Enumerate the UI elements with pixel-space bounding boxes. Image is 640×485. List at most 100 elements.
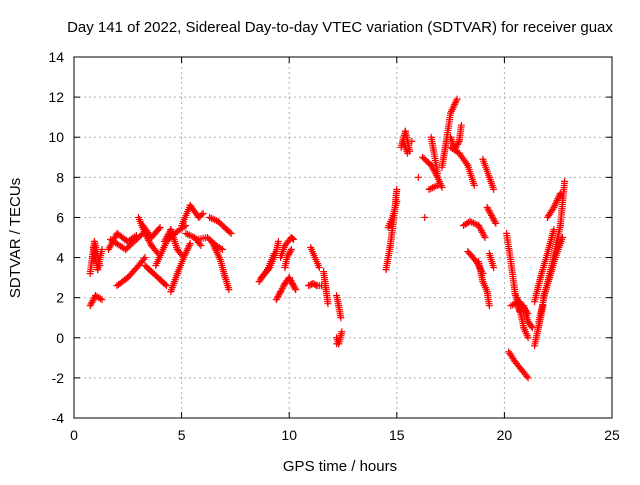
data-point <box>283 254 291 262</box>
data-point <box>98 246 106 254</box>
data-point <box>276 289 284 297</box>
x-tick-label: 5 <box>178 427 186 443</box>
x-tick-label: 25 <box>604 427 620 443</box>
data-point <box>315 264 323 272</box>
data-point <box>470 181 478 189</box>
data-point <box>485 207 493 215</box>
data-point <box>338 328 346 336</box>
data-point <box>312 281 320 289</box>
data-point <box>182 229 190 237</box>
data-point <box>288 278 296 286</box>
data-point <box>492 219 500 227</box>
data-point <box>156 223 164 231</box>
x-tick-label: 0 <box>70 427 78 443</box>
data-point <box>453 140 461 148</box>
data-point <box>288 280 296 288</box>
data-point <box>454 139 462 147</box>
data-point <box>218 246 226 254</box>
data-point <box>453 142 461 150</box>
data-point <box>98 296 106 304</box>
data-point <box>528 324 536 332</box>
data-point <box>291 284 299 292</box>
data-point <box>432 182 440 190</box>
data-point <box>288 235 296 243</box>
data-point <box>483 203 491 211</box>
data-point <box>184 230 192 238</box>
data-point <box>96 295 104 303</box>
x-tick-label: 20 <box>497 427 513 443</box>
data-point <box>393 197 401 205</box>
data-point <box>324 300 332 308</box>
data-point <box>286 249 294 257</box>
data-point <box>285 274 293 282</box>
data-point <box>284 252 292 260</box>
data-point <box>279 283 287 291</box>
y-tick-label: -4 <box>52 410 65 426</box>
data-point <box>289 281 297 289</box>
data-point <box>275 291 283 299</box>
data-point <box>292 286 300 294</box>
y-tick-label: 10 <box>48 129 64 145</box>
y-tick-label: 8 <box>56 169 64 185</box>
data-point <box>487 211 495 219</box>
data-point <box>278 284 286 292</box>
axis-ticks: 0 5 10 15 20 25 -4 -2 0 2 4 6 8 10 12 14 <box>48 49 620 443</box>
data-points <box>86 95 569 382</box>
data-point <box>272 296 280 304</box>
data-point <box>225 286 233 294</box>
data-point <box>404 149 412 157</box>
data-point <box>274 292 282 300</box>
y-axis-label: SDTVAR / TECUs <box>7 178 24 298</box>
data-point <box>559 234 567 241</box>
data-point <box>277 286 285 294</box>
data-point <box>196 240 204 248</box>
data-point <box>141 254 149 262</box>
data-point <box>187 232 195 240</box>
data-point <box>186 240 194 248</box>
data-point <box>333 340 341 348</box>
data-point <box>209 215 217 223</box>
data-point <box>286 247 294 255</box>
data-point <box>161 280 169 288</box>
data-point <box>273 294 281 302</box>
data-point <box>434 181 442 189</box>
data-point <box>438 183 446 191</box>
y-tick-label: -2 <box>52 370 65 386</box>
data-point <box>468 218 476 226</box>
y-tick-label: 6 <box>56 209 64 225</box>
data-point <box>290 236 298 244</box>
data-point <box>198 211 206 219</box>
data-point <box>163 282 171 290</box>
data-point <box>507 302 515 310</box>
data-point <box>287 277 295 285</box>
data-point <box>463 160 471 168</box>
data-point <box>185 231 193 239</box>
data-point <box>337 314 345 322</box>
data-point <box>207 214 215 222</box>
data-point <box>286 275 294 283</box>
data-point <box>453 95 461 103</box>
data-point <box>523 372 531 380</box>
data-point <box>285 250 293 258</box>
data-point <box>486 208 494 216</box>
data-point <box>140 255 148 263</box>
data-point <box>561 177 569 185</box>
data-point <box>490 216 498 224</box>
data-point <box>277 288 285 296</box>
data-point <box>471 220 479 228</box>
data-point <box>430 183 438 191</box>
data-point <box>408 137 416 145</box>
data-point <box>155 225 163 233</box>
data-point <box>485 302 493 310</box>
data-point <box>429 184 437 192</box>
data-point <box>469 219 477 227</box>
data-point <box>211 216 219 224</box>
data-point <box>487 210 495 218</box>
data-point <box>491 218 499 226</box>
data-point <box>226 228 234 236</box>
data-point <box>427 185 435 193</box>
y-tick-label: 4 <box>56 250 64 266</box>
